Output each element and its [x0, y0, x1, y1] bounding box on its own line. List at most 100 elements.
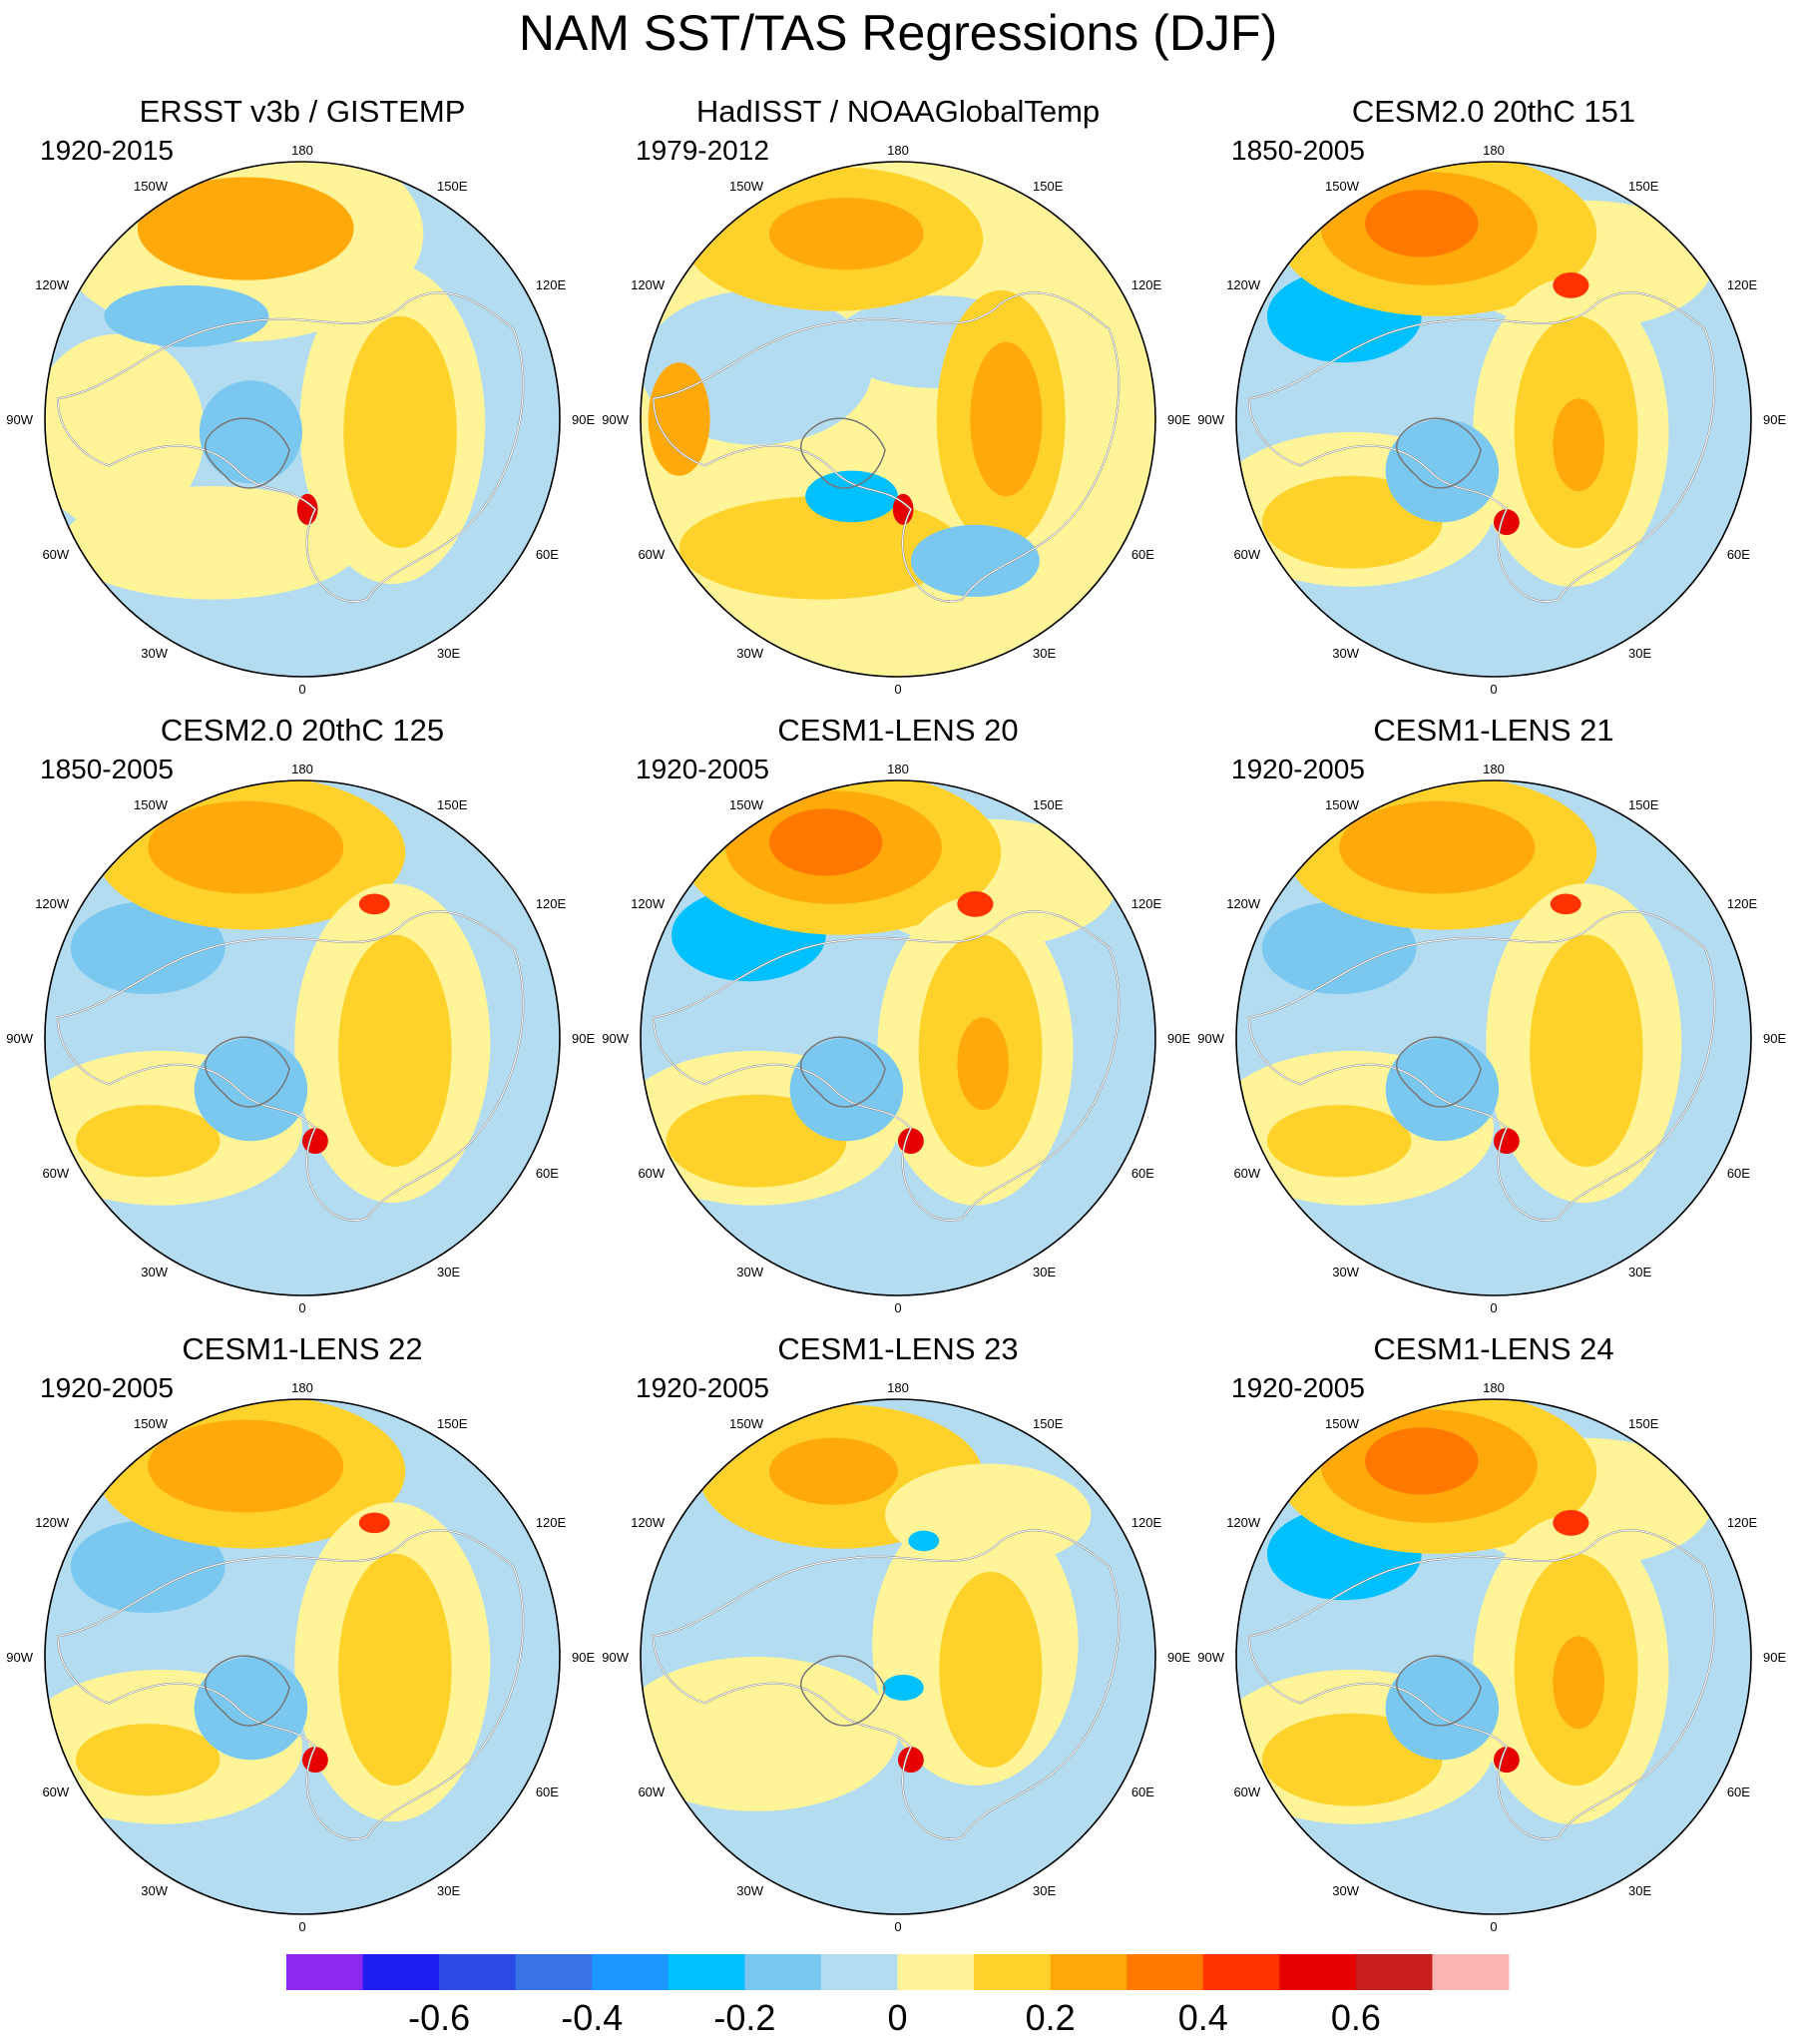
longitude-label: 60W: [638, 1166, 665, 1181]
field-contour: [769, 198, 924, 270]
longitude-label: 0: [1490, 1919, 1497, 1934]
field-contour: [148, 1419, 344, 1513]
field-contour: [343, 315, 457, 548]
longitude-label: 60E: [536, 1166, 559, 1181]
greenland-outline: [799, 1036, 886, 1108]
longitude-label: 0: [1490, 1300, 1497, 1315]
longitude-label: 150W: [134, 1416, 169, 1431]
field-contour: [137, 177, 354, 280]
longitude-label: 150W: [1325, 179, 1360, 194]
longitude-label: 150E: [437, 179, 468, 194]
longitude-label: 90W: [1197, 412, 1224, 427]
longitude-label: 60E: [1131, 1166, 1154, 1181]
panel-years: 1979-2012: [636, 135, 769, 166]
panel-title: CESM1-LENS 24: [1373, 1331, 1613, 1366]
colorbar-swatch: [362, 1954, 440, 1990]
longitude-label: 180: [1483, 762, 1505, 776]
map-boundary: [640, 161, 1156, 678]
map-panel: CESM2.0 20thC 125 1850-2005 180 150E 120E 90E…: [6, 713, 595, 1315]
longitude-label: 30E: [437, 1883, 460, 1898]
map-field: [45, 780, 560, 1295]
longitude-label: 120W: [631, 277, 666, 292]
longitude-label: 120W: [35, 1515, 70, 1530]
longitude-label: 150E: [437, 1416, 468, 1431]
longitude-label: 30E: [437, 646, 460, 661]
longitude-label: 90W: [1197, 1650, 1224, 1665]
greenland-outline: [204, 417, 290, 489]
colorbar-swatch: [1050, 1954, 1127, 1990]
field-contour: [70, 901, 225, 995]
field-contour: [1494, 509, 1520, 536]
field-contour: [1553, 271, 1589, 298]
field-contour: [75, 1105, 221, 1178]
field-contour: [63, 486, 362, 600]
field-contour: [1494, 1128, 1520, 1155]
panel-years: 1920-2005: [636, 754, 769, 784]
longitude-label: 90W: [6, 1650, 33, 1665]
longitude-label: 150E: [1033, 1416, 1064, 1431]
map-panel: CESM1-LENS 20 1920-2005 180 150E 120E 90E 60E 3…: [602, 713, 1190, 1315]
colorbar-swatch: [592, 1954, 670, 1990]
longitude-label: 90E: [1763, 412, 1786, 427]
field-contour: [194, 1657, 308, 1761]
colorbar-tick-label: -0.2: [713, 1997, 775, 2038]
field-contour: [104, 284, 269, 347]
panel-title: HadISST / NOAAGlobalTemp: [696, 94, 1100, 129]
greenland-outline: [799, 417, 886, 489]
colorbar-swatch: [1279, 1954, 1357, 1990]
field-contour: [148, 800, 344, 894]
field-contour: [1550, 893, 1581, 915]
field-contour: [957, 1017, 1009, 1111]
colorbar-tick-label: -0.6: [408, 1997, 470, 2038]
longitude-label: 180: [1483, 143, 1505, 158]
map-field: [1236, 1399, 1751, 1914]
longitude-label: 0: [894, 682, 901, 697]
panel-years: 1920-2005: [1231, 754, 1365, 784]
longitude-label: 150E: [437, 797, 468, 812]
field-contour: [789, 1038, 904, 1142]
field-contour: [910, 524, 1040, 598]
longitude-label: 60W: [42, 1166, 69, 1181]
panel-title: CESM1-LENS 22: [182, 1331, 422, 1366]
longitude-label: 120W: [35, 277, 70, 292]
colorbar-swatch: [1202, 1954, 1280, 1990]
longitude-label: 120E: [1131, 896, 1162, 911]
longitude-label: 150E: [1628, 179, 1659, 194]
longitude-label: 120W: [1226, 277, 1261, 292]
map-boundary: [44, 779, 561, 1296]
field-contour: [805, 470, 898, 523]
longitude-label: 0: [1490, 682, 1497, 697]
colorbar-swatch: [1126, 1954, 1204, 1990]
colorbar-swatch: [1355, 1954, 1433, 1990]
map-boundary: [1235, 161, 1752, 678]
longitude-label: 90E: [572, 1650, 595, 1665]
longitude-label: 0: [298, 1919, 305, 1934]
longitude-label: 30E: [437, 1265, 460, 1279]
longitude-label: 60E: [1131, 547, 1154, 562]
field-contour: [882, 1675, 924, 1701]
longitude-label: 60W: [1233, 1785, 1260, 1799]
field-contour: [648, 362, 710, 476]
longitude-label: 90E: [572, 412, 595, 427]
longitude-label: 30E: [1033, 1265, 1056, 1279]
longitude-label: 30W: [736, 1883, 763, 1898]
panel-years: 1920-2005: [636, 1372, 769, 1403]
field-contour: [1530, 934, 1643, 1167]
longitude-label: 150E: [1628, 1416, 1659, 1431]
field-contour: [1385, 1038, 1500, 1142]
map-field: [641, 1399, 1155, 1914]
longitude-label: 120E: [536, 277, 567, 292]
panel-years: 1850-2005: [1231, 135, 1365, 166]
longitude-label: 180: [1483, 1380, 1505, 1395]
field-contour: [641, 1657, 898, 1811]
map-boundary: [1235, 1398, 1752, 1915]
longitude-label: 90W: [1197, 1031, 1224, 1046]
greenland-outline: [1395, 1036, 1482, 1108]
longitude-label: 30W: [736, 646, 763, 661]
panel-title: CESM1-LENS 20: [777, 713, 1018, 748]
field-contour: [338, 934, 452, 1167]
map-panel: CESM1-LENS 21 1920-2005 180 150E 120E 90E 60E 3…: [1197, 713, 1786, 1315]
longitude-label: 150W: [134, 179, 169, 194]
map-panel: CESM1-LENS 24 1920-2005 180 150E 120E 90E 60E 3…: [1197, 1331, 1786, 1934]
panel-title: CESM2.0 20thC 125: [161, 713, 444, 748]
